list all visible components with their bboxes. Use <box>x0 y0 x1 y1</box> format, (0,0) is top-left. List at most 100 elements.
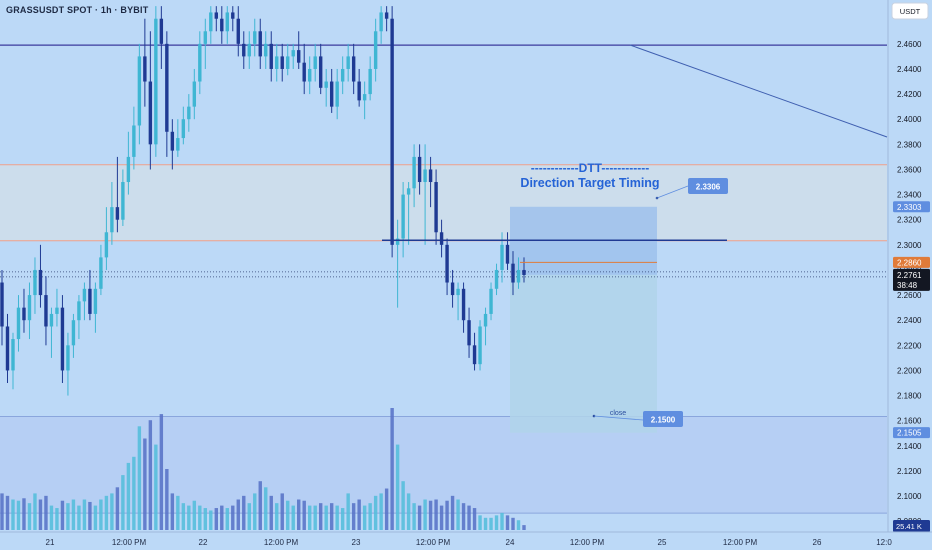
time-axis-background <box>0 532 932 550</box>
volume-bar <box>214 508 218 530</box>
volume-bar <box>439 505 444 530</box>
candle-body <box>44 295 48 327</box>
volume-bar <box>483 517 488 530</box>
volume-bar <box>390 408 394 530</box>
candle-body <box>483 313 488 327</box>
volume-bar <box>33 493 37 530</box>
candle-body <box>478 326 482 365</box>
candle-body <box>242 43 246 57</box>
volume-bar <box>368 503 372 530</box>
countdown-tag-text: 38:48 <box>897 281 918 290</box>
candle-body <box>181 119 186 139</box>
candle-body <box>187 106 191 120</box>
candle-body <box>379 12 383 32</box>
volume-bar <box>126 462 131 530</box>
volume-bar <box>192 500 197 530</box>
volume-bar <box>225 508 229 530</box>
x-tick-label: 21 <box>46 538 55 547</box>
candle-body <box>351 56 356 82</box>
candle-body <box>33 269 37 296</box>
volume-bar <box>494 515 499 530</box>
volume-bar <box>412 503 416 530</box>
volume-bar <box>461 503 466 530</box>
stop-price-tag-box <box>893 427 930 439</box>
candle-body <box>82 288 87 302</box>
dtt-annotation-line1: ------------DTT------------ <box>531 161 650 175</box>
x-tick-label: 23 <box>352 538 361 547</box>
currency-button-frame[interactable] <box>891 2 929 20</box>
candle-body <box>297 50 301 63</box>
candle-body <box>494 269 499 289</box>
volume-bar <box>401 481 405 530</box>
dtt-annotation-line2: Direction Target Timing <box>520 176 659 190</box>
y-tick-label: 2.4600 <box>897 40 922 49</box>
orange-price-tag-text: 2.2860 <box>897 258 922 267</box>
volume-bar <box>379 493 383 530</box>
candle-body <box>220 18 224 32</box>
target-callout-box <box>688 178 728 194</box>
candle-body <box>450 282 455 296</box>
volume-bar <box>308 505 312 530</box>
stop-callout-label: 2.1500 <box>651 416 676 425</box>
target-price-tag-box <box>893 201 930 213</box>
volume-bar <box>82 499 87 530</box>
volume-bar <box>324 505 328 530</box>
volume-bar <box>148 420 153 530</box>
volume-bar <box>478 515 482 530</box>
currency-button[interactable]: USDT <box>891 2 929 20</box>
volume-bar <box>329 503 334 530</box>
volume-bar <box>27 503 32 530</box>
currency-button-label: USDT <box>900 7 921 16</box>
volume-bar <box>104 495 109 530</box>
candle-body <box>286 56 290 69</box>
candle-body <box>137 56 142 126</box>
volume-bar <box>346 493 350 530</box>
volume-bar <box>297 499 301 530</box>
stop-callout-box <box>643 411 683 427</box>
volume-bar <box>286 500 290 530</box>
candle-body <box>324 81 328 88</box>
volume-bar <box>384 488 389 530</box>
volume-bar <box>511 517 515 530</box>
volume-bar <box>280 493 284 530</box>
candle-body <box>55 307 59 314</box>
candle-body <box>390 18 394 245</box>
volume-bar <box>522 525 526 530</box>
volume-zone <box>0 416 887 514</box>
target-callout-label: 2.3306 <box>696 183 721 192</box>
candle-body <box>489 288 493 314</box>
volume-bar <box>450 495 455 530</box>
candle-body <box>467 320 471 346</box>
volume-bar <box>423 499 427 530</box>
volume-bar <box>340 508 345 530</box>
candle-body <box>77 301 81 321</box>
candle-body <box>445 244 449 283</box>
volume-bar <box>11 499 15 530</box>
candle-body <box>461 288 466 321</box>
volume-bar <box>159 414 164 530</box>
volume-bar <box>302 500 306 530</box>
candle-body <box>165 43 169 132</box>
volume-bar <box>22 498 26 530</box>
volume-bar <box>181 503 186 530</box>
candle-body <box>264 43 268 57</box>
candle-body <box>99 257 103 289</box>
candle-body <box>159 18 164 44</box>
volume-bar <box>44 495 48 530</box>
volume-bar <box>165 469 169 530</box>
candle-body <box>22 307 26 321</box>
trend-line <box>629 44 888 138</box>
candle-body <box>275 56 279 69</box>
volume-bar <box>242 495 246 530</box>
candle-body <box>71 320 76 346</box>
candle-body <box>27 295 32 321</box>
candle-body <box>60 307 65 371</box>
y-tick-label: 2.3200 <box>897 216 922 225</box>
candle-body <box>88 288 92 314</box>
target-price-tag-text: 2.3303 <box>897 203 922 212</box>
candle-body <box>115 207 120 220</box>
candle-body <box>236 18 240 44</box>
volume-bar <box>434 499 438 530</box>
